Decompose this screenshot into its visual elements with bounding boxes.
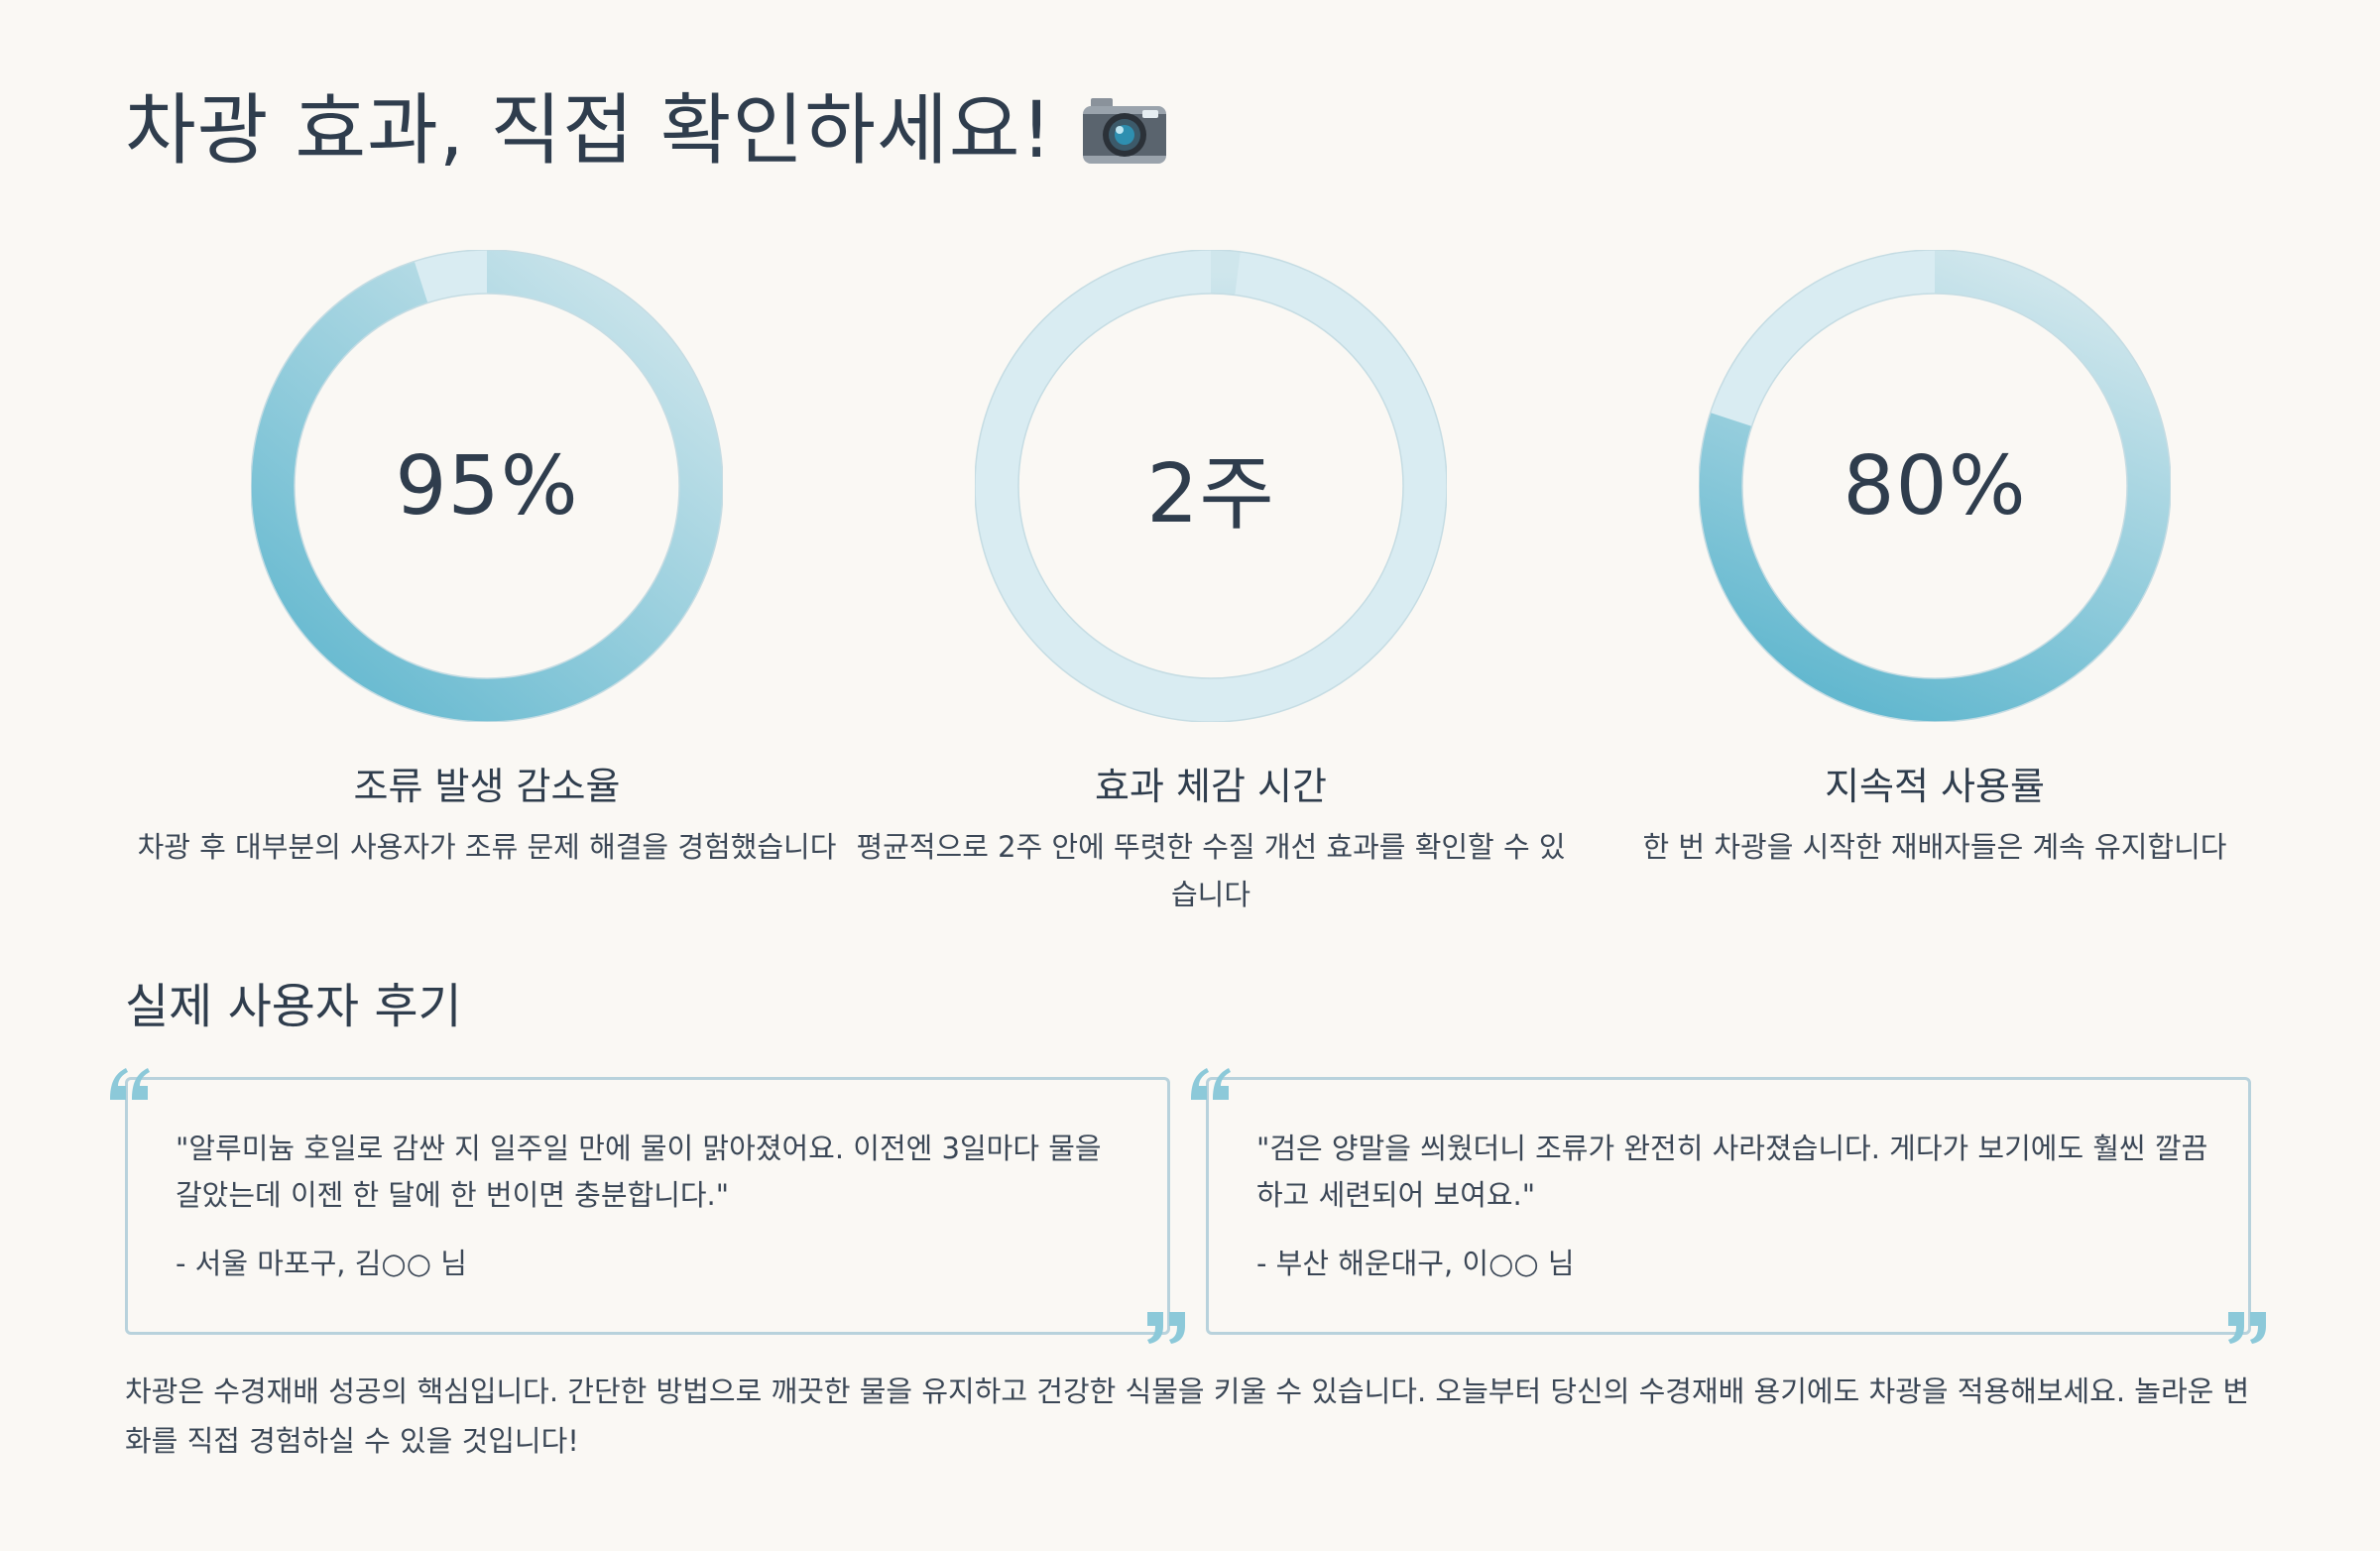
review-text: "검은 양말을 씌웠더니 조류가 완전히 사라졌습니다. 게다가 보기에도 훨씬…: [1256, 1132, 2208, 1212]
stat-value: 80%: [1843, 438, 2027, 534]
progress-ring: 95%: [251, 250, 723, 722]
review-author: - 부산 해운대구, 이○○ 님: [1256, 1247, 1575, 1280]
open-quote-icon: [110, 1068, 150, 1100]
closing-paragraph: 차광은 수경재배 성공의 핵심입니다. 간단한 방법으로 깨끗한 물을 유지하고…: [125, 1374, 2250, 1458]
stat-description: 한 번 차광을 시작한 재배자들은 계속 유지합니다: [1642, 830, 2227, 864]
stats-section: 95% 조류 발생 감소율 차광 후 대부분의 사용자가 조류 문제 해결을 경…: [125, 250, 2255, 924]
progress-ring-graphic: [251, 250, 723, 722]
progress-ring: 80%: [1699, 250, 2171, 722]
stat-description: 평균적으로 2주 안에 뚜렷한 수질 개선 효과를 확인할 수 있습니다: [856, 830, 1566, 911]
stat-label: 조류 발생 감소율: [353, 765, 621, 808]
close-quote-icon: [1147, 1312, 1185, 1344]
ring-fill: [975, 250, 1447, 722]
close-quote-icon: [2228, 1312, 2266, 1344]
review-text: "알루미늄 호일로 감싼 지 일주일 만에 물이 맑아졌어요. 이전엔 3일마다…: [176, 1132, 1102, 1212]
ring-fill: [1699, 250, 2171, 722]
progress-ring: 2주: [975, 250, 1447, 722]
progress-ring-graphic: [975, 250, 1447, 722]
page-title: 차광 효과, 직접 확인하세요!: [125, 81, 1170, 180]
stat-label: 효과 체감 시간: [1095, 765, 1327, 808]
camera-icon: [1082, 98, 1166, 164]
stat-description: 차광 후 대부분의 사용자가 조류 문제 해결을 경험했습니다: [137, 830, 837, 864]
stat-value: 2주: [1146, 446, 1275, 541]
stat-value: 95%: [395, 438, 579, 534]
stat-card-algae-reduction: 95% 조류 발생 감소율 차광 후 대부분의 사용자가 조류 문제 해결을 경…: [125, 250, 849, 924]
stat-card-effect-time: 2주 효과 체감 시간 평균적으로 2주 안에 뚜렷한 수질 개선 효과를 확인…: [849, 250, 1573, 924]
stat-card-continued-use: 80% 지속적 사용률 한 번 차광을 시작한 재배자들은 계속 유지합니다: [1573, 250, 2297, 924]
ring-fill: [251, 250, 723, 722]
open-quote-icon: [1191, 1068, 1231, 1100]
progress-ring-graphic: [1699, 250, 2171, 722]
review-author: - 서울 마포구, 김○○ 님: [176, 1247, 467, 1280]
reviews-heading: 실제 사용자 후기: [125, 979, 462, 1034]
review-card: "검은 양말을 씌웠더니 조류가 완전히 사라졌습니다. 게다가 보기에도 훨씬…: [1191, 1068, 2266, 1344]
stat-label: 지속적 사용률: [1825, 765, 2045, 808]
page-title-text: 차광 효과, 직접 확인하세요!: [125, 86, 1053, 176]
review-card: "알루미늄 호일로 감싼 지 일주일 만에 물이 맑아졌어요. 이전엔 3일마다…: [110, 1068, 1185, 1344]
